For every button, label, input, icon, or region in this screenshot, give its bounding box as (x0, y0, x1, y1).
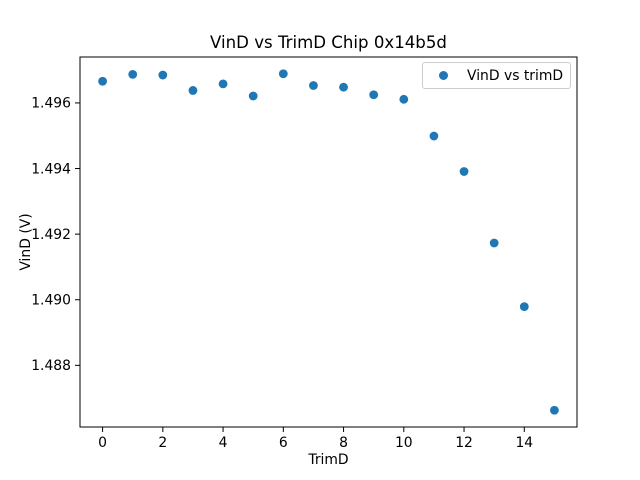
scatter-point (188, 86, 198, 95)
x-tick-label: 10 (395, 435, 413, 451)
scatter-point (98, 76, 107, 86)
scatter-marker-icon (439, 71, 448, 80)
y-tick-label: 1.490 (31, 293, 71, 309)
legend: VinD vs trimD (422, 62, 571, 89)
scatter-point (459, 167, 469, 176)
scatter-point (489, 238, 499, 248)
x-tick-label: 12 (455, 435, 473, 451)
y-tick-label: 1.496 (31, 96, 71, 112)
x-tick-label: 4 (219, 435, 228, 451)
legend-label: VinD vs trimD (467, 67, 564, 84)
scatter-point (550, 405, 559, 415)
scatter-point (158, 70, 168, 80)
x-tick-label: 0 (98, 435, 107, 451)
x-tick-label: 2 (158, 435, 167, 451)
scatter-point (248, 91, 258, 101)
y-tick-label: 1.494 (31, 161, 71, 177)
x-tick-label: 14 (515, 435, 533, 451)
scatter-point (519, 302, 529, 312)
chart-title: VinD vs TrimD Chip 0x14b5d (210, 33, 447, 52)
x-tick-label: 6 (279, 435, 288, 451)
scatter-point (128, 69, 138, 79)
x-tick-label: 8 (339, 435, 348, 451)
scatter-point (218, 79, 228, 89)
scatter-point (429, 131, 439, 141)
x-axis-label: TrimD (308, 452, 349, 468)
scatter-point (339, 82, 348, 92)
scatter-point (278, 69, 288, 79)
y-tick-label: 1.492 (31, 227, 71, 243)
y-tick-label: 1.488 (31, 358, 71, 374)
scatter-point (399, 94, 409, 104)
scatter-point (309, 81, 318, 90)
scatter-point (369, 90, 379, 100)
